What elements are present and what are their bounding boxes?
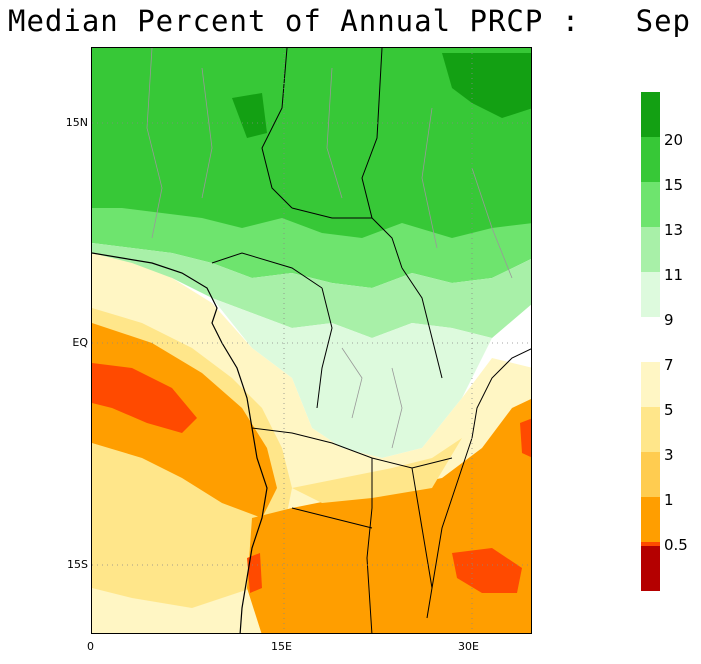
legend-swatch-dark-red [641, 546, 660, 591]
legend-label-7: 7 [664, 356, 674, 374]
legend-label-1: 1 [664, 491, 674, 509]
lat-label-15n: 15N [65, 116, 88, 129]
legend-swatch-green-2 [641, 137, 660, 182]
legend-swatch-orange-2 [641, 497, 660, 542]
precipitation-map [91, 47, 532, 634]
legend-swatch-green-1 [641, 92, 660, 137]
legend-swatch-orange-1 [641, 452, 660, 497]
light-green-band [92, 243, 531, 338]
lon-label-15e: 15E [271, 640, 292, 653]
green-region-higher [92, 48, 531, 238]
ocean-red [92, 363, 197, 433]
legend-label-15: 15 [664, 176, 684, 194]
legend-label-0-5: 0.5 [664, 536, 688, 554]
east-red [520, 418, 531, 458]
legend-swatch-yellow-2 [641, 407, 660, 452]
east-coastline [426, 348, 531, 619]
lon-label-0: 0 [87, 640, 94, 653]
legend-swatch-yellow-1 [641, 362, 660, 407]
legend-label-5: 5 [664, 401, 674, 419]
lat-label-15s: 15S [67, 558, 88, 571]
legend-swatch-white [641, 317, 660, 362]
legend-label-9: 9 [664, 311, 674, 329]
green-region-top [442, 53, 531, 118]
coastline [92, 252, 268, 633]
legend-label-11: 11 [664, 266, 684, 284]
graticule [92, 48, 531, 633]
map-title: Median Percent of Annual PRCP : Sep [8, 4, 692, 38]
legend-label-20: 20 [664, 131, 684, 149]
lat-label-eq: EQ [72, 336, 88, 349]
pale-green-band [212, 298, 492, 458]
south-light-orange [292, 438, 462, 503]
south-red-small [247, 553, 262, 593]
legend-swatch-green-3 [641, 182, 660, 227]
legend-label-3: 3 [664, 446, 674, 464]
lon-label-30e: 30E [458, 640, 479, 653]
south-red [452, 548, 522, 593]
legend-label-13: 13 [664, 221, 684, 239]
legend-swatch-green-5 [641, 272, 660, 317]
legend-swatch-green-4 [641, 227, 660, 272]
green-region-top2 [232, 93, 267, 138]
province-borders [146, 48, 513, 449]
